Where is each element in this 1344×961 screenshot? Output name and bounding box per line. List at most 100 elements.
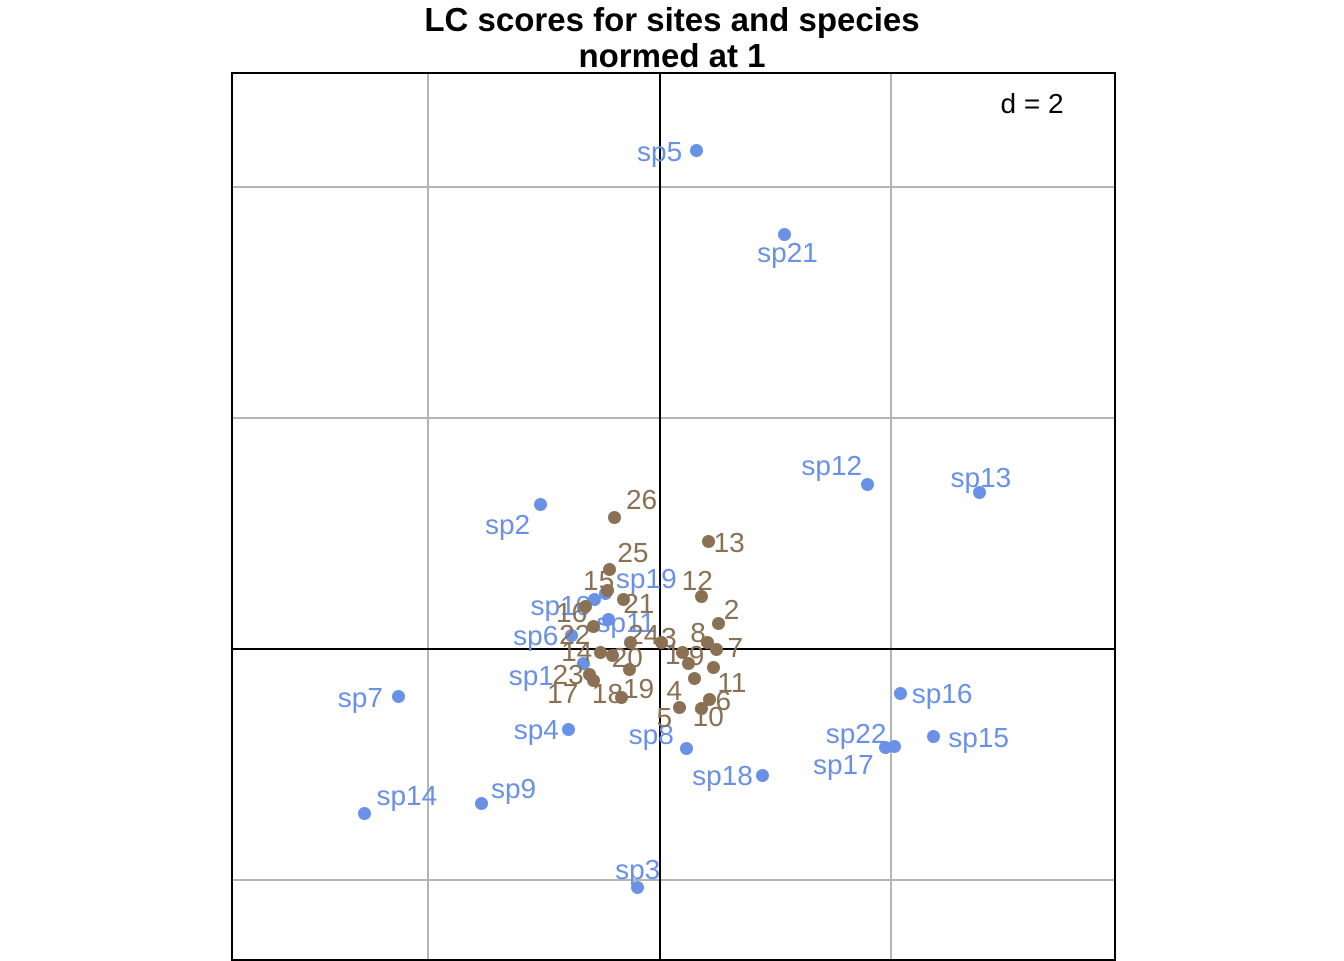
site-point (709, 642, 723, 656)
site-point (687, 671, 701, 685)
species-point (561, 722, 575, 736)
species-point (631, 880, 645, 894)
species-point (588, 593, 602, 607)
site-label: 3 (661, 622, 677, 654)
gridline-vertical (889, 74, 892, 959)
site-label: 2 (723, 593, 740, 625)
species-label: sp13 (950, 462, 1012, 494)
site-point (582, 668, 596, 682)
site-point (594, 646, 608, 660)
site-point (605, 648, 619, 662)
site-point (624, 635, 638, 649)
site-label: 17 (547, 677, 579, 709)
species-label: sp17 (812, 749, 874, 781)
site-point (617, 593, 631, 607)
species-label: sp6 (513, 619, 559, 651)
site-label: 10 (692, 701, 724, 733)
species-label: sp21 (757, 236, 818, 268)
site-label: 14 (561, 635, 593, 667)
site-point (579, 600, 593, 614)
site-point (601, 583, 615, 597)
species-point (679, 742, 693, 756)
plot-title-line2: normed at 1 (578, 37, 766, 74)
species-label: sp22 (825, 717, 887, 749)
site-label: 7 (727, 632, 744, 664)
gridline-horizontal (233, 417, 1114, 420)
species-label: sp2 (484, 508, 531, 540)
site-point (701, 535, 715, 549)
species-point (861, 477, 875, 491)
species-label: sp3 (615, 854, 661, 886)
species-point (973, 485, 987, 499)
site-point (712, 617, 726, 631)
site-label: 13 (713, 526, 745, 558)
scale-label: d = 2 (1000, 88, 1064, 119)
species-label: sp1 (508, 660, 554, 692)
site-point (614, 691, 628, 705)
species-point (576, 656, 590, 670)
site-label: 21 (623, 587, 655, 619)
species-label: sp12 (801, 450, 863, 482)
species-label: sp5 (637, 136, 683, 168)
site-label: 6 (715, 685, 732, 717)
site-point (694, 701, 708, 715)
site-label: 22 (559, 619, 591, 651)
species-label: sp7 (337, 681, 383, 713)
site-label: 26 (625, 483, 658, 515)
species-label: sp4 (513, 714, 559, 746)
species-point (756, 768, 770, 782)
species-label: sp16 (911, 678, 973, 710)
species-label: sp18 (692, 760, 753, 792)
site-label: 1 (664, 638, 681, 670)
site-label: 11 (717, 666, 747, 698)
gridline-horizontal (233, 186, 1114, 189)
site-point (682, 656, 696, 670)
plot-title: LC scores for sites and species normed a… (0, 2, 1344, 74)
site-label: 12 (681, 565, 713, 597)
species-label: sp19 (615, 562, 677, 594)
species-point (878, 741, 892, 755)
site-point (702, 692, 716, 706)
species-point (690, 143, 704, 157)
species-point (893, 686, 907, 700)
site-label: 5 (656, 702, 673, 734)
species-label: sp14 (376, 780, 438, 812)
site-point (608, 511, 622, 525)
species-point (777, 228, 791, 242)
site-point (655, 635, 669, 649)
species-label: sp9 (490, 773, 537, 805)
site-label: 16 (556, 596, 588, 628)
site-label: 24 (628, 619, 660, 651)
site-label: 8 (690, 617, 706, 649)
species-point (391, 690, 405, 704)
species-label: sp15 (948, 722, 1009, 754)
species-point (927, 729, 941, 743)
species-point (534, 498, 548, 512)
site-label: 19 (622, 673, 655, 704)
site-point (603, 563, 617, 577)
species-point (475, 796, 489, 810)
plot-title-line1: LC scores for sites and species (424, 1, 920, 38)
site-label: 18 (591, 677, 624, 709)
gridline-vertical (427, 74, 430, 959)
site-label: 4 (666, 675, 683, 707)
site-point (676, 646, 690, 660)
species-point (358, 806, 372, 820)
species-point (602, 612, 616, 626)
site-label: 25 (617, 536, 649, 568)
site-point (672, 700, 686, 714)
site-point (694, 589, 708, 603)
site-point (587, 619, 601, 633)
species-label: sp8 (628, 718, 674, 750)
species-point (565, 629, 579, 642)
x-axis-line (233, 648, 1114, 651)
site-label: 23 (552, 658, 584, 690)
species-label: sp11 (596, 607, 656, 639)
site-label: 9 (688, 640, 705, 672)
site-point (623, 662, 637, 676)
plot-frame: sp1 sp2 sp3 sp4 sp5 sp6 sp7 sp8 sp9 sp10 sp11 sp12 s… (231, 72, 1116, 961)
y-axis-line (658, 74, 661, 959)
gridline-horizontal (233, 879, 1114, 882)
site-point (700, 635, 714, 649)
site-point (707, 661, 721, 675)
